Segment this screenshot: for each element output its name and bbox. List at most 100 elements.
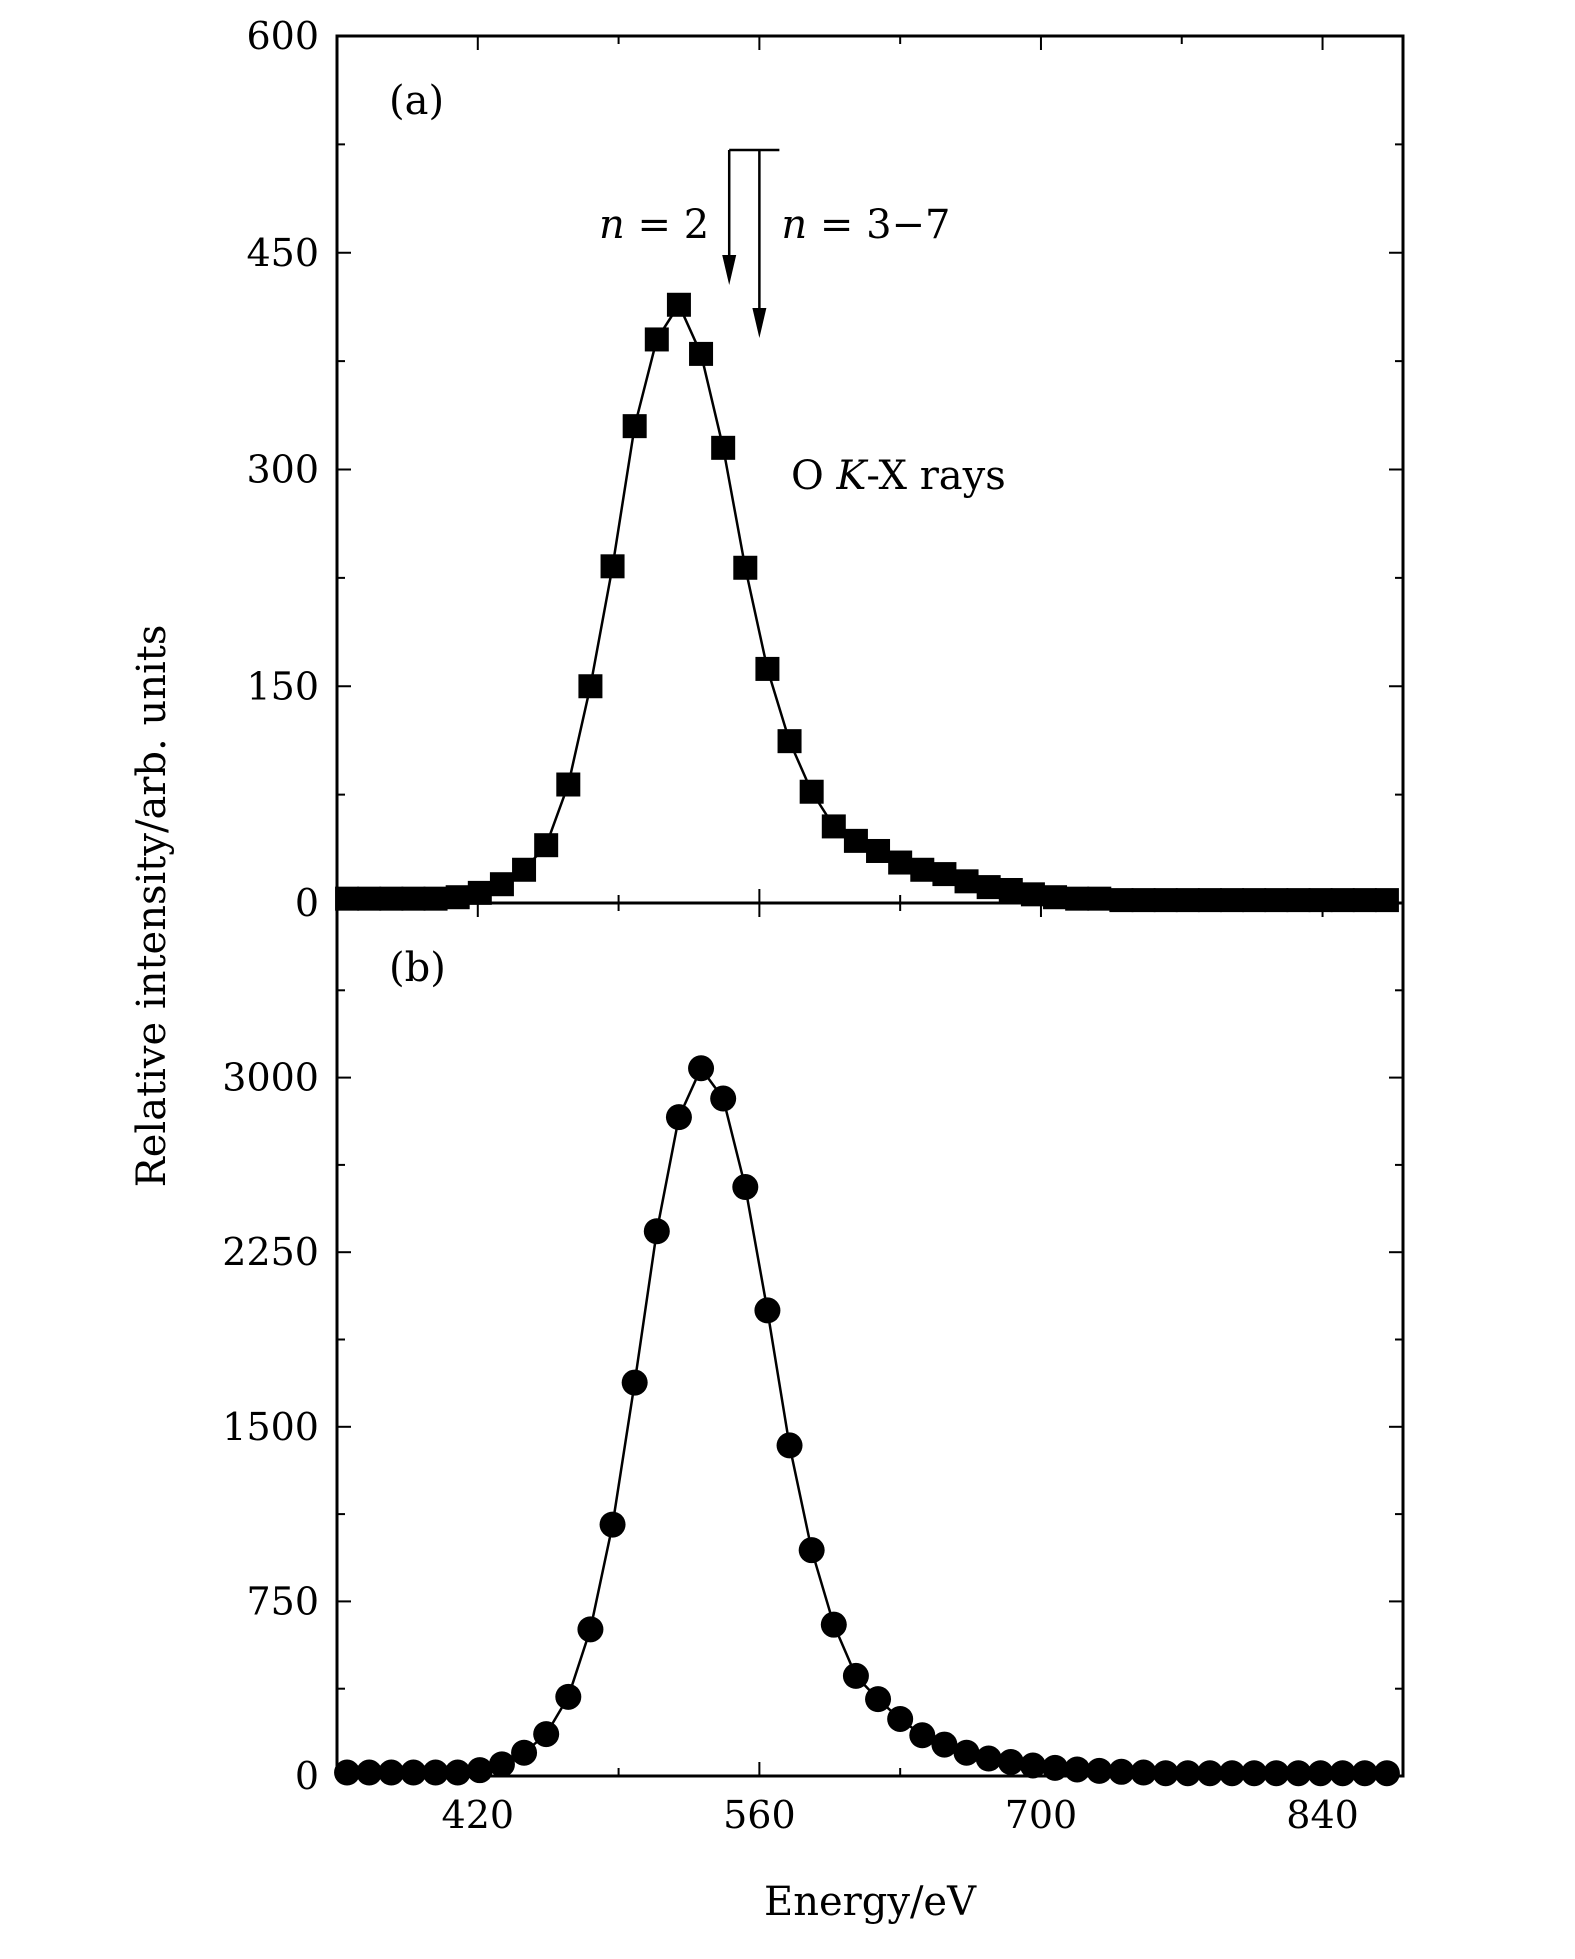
y-tick-label: 3000 <box>222 1056 319 1100</box>
panel-b-markers <box>334 1055 1400 1787</box>
panel-a-label: (a) <box>389 78 444 124</box>
data-point <box>1108 1758 1135 1785</box>
data-point <box>356 1759 383 1786</box>
data-point <box>1196 1760 1223 1787</box>
data-point <box>665 1104 692 1131</box>
data-point <box>865 1686 892 1713</box>
y-tick-label: 750 <box>246 1579 319 1623</box>
panel-b-label: (b) <box>389 945 446 991</box>
data-point <box>600 554 625 579</box>
data-point <box>1308 888 1333 913</box>
data-point <box>1373 1760 1400 1787</box>
data-point <box>776 1432 803 1459</box>
data-point <box>467 880 492 905</box>
data-point <box>1352 888 1377 913</box>
data-point <box>1109 888 1134 913</box>
y-tick-label: 150 <box>246 664 319 708</box>
data-point <box>866 838 891 863</box>
data-point <box>1330 888 1355 913</box>
data-point <box>555 1683 582 1710</box>
y-axis-title: Relative intensity/arb. units <box>129 625 175 1188</box>
data-point <box>1065 886 1090 911</box>
panel-a: 0 150 300 450 600 (a) O K-X rays n = 2 n = 3… <box>246 14 1405 925</box>
arrow-n2-head <box>722 255 737 285</box>
panel-b-ticks: 0 750 1500 2250 3000 420 560 700 840 <box>222 902 1403 1837</box>
data-point <box>534 833 559 858</box>
data-point <box>931 1731 958 1758</box>
data-point <box>379 886 404 911</box>
panel-a-markers <box>335 292 1399 913</box>
data-point <box>423 886 448 911</box>
data-point <box>1175 888 1200 913</box>
data-point <box>335 886 360 911</box>
data-point <box>488 1751 515 1778</box>
panel-b-frame <box>335 901 1405 1778</box>
data-point <box>755 656 780 681</box>
data-point <box>1131 888 1156 913</box>
x-axis-title: Energy/eV <box>764 1879 977 1925</box>
data-point <box>621 1369 648 1396</box>
data-point <box>1329 1760 1356 1787</box>
data-point <box>1220 888 1245 913</box>
data-point <box>843 828 868 853</box>
data-point <box>842 1662 869 1689</box>
arrow-label-n2: n = 2 <box>599 202 709 248</box>
x-tick-label: 700 <box>1005 1793 1078 1837</box>
x-tick-label: 560 <box>723 1793 796 1837</box>
panel-b: 0 750 1500 2250 3000 420 560 700 840 (b) <box>222 901 1405 1837</box>
panel-a-series-line <box>347 302 1387 902</box>
panel-a-ticks: 0 150 300 450 600 <box>246 14 1403 925</box>
data-point <box>777 729 802 754</box>
data-point <box>1086 1757 1113 1784</box>
data-point <box>489 872 514 897</box>
data-point <box>644 327 669 352</box>
data-point <box>577 1616 604 1643</box>
data-point <box>357 886 382 911</box>
data-point <box>444 1759 471 1786</box>
data-point <box>1263 1760 1290 1787</box>
data-point <box>711 435 736 460</box>
y-tick-label: 450 <box>246 231 319 275</box>
y-tick-label: 2250 <box>222 1230 319 1274</box>
data-point <box>445 885 470 910</box>
data-point <box>1286 888 1311 913</box>
data-point <box>954 869 979 894</box>
data-point <box>1307 1760 1334 1787</box>
data-point <box>1153 888 1178 913</box>
data-point <box>1285 1760 1312 1787</box>
data-point <box>689 341 714 366</box>
panel-a-arrows <box>722 148 780 338</box>
data-point <box>688 1055 715 1082</box>
data-point <box>910 857 935 882</box>
data-point <box>1152 1760 1179 1787</box>
data-point <box>888 850 913 875</box>
data-point <box>1064 1756 1091 1783</box>
data-point <box>976 875 1001 900</box>
data-point <box>953 1739 980 1766</box>
data-point <box>401 886 426 911</box>
data-point <box>599 1511 626 1538</box>
data-point <box>1019 1752 1046 1779</box>
data-point <box>1374 888 1399 913</box>
data-point <box>466 1757 493 1784</box>
data-point <box>1264 888 1289 913</box>
y-tick-label: 0 <box>295 1754 319 1798</box>
data-point <box>1087 886 1112 911</box>
data-point <box>1174 1760 1201 1787</box>
data-point <box>622 414 647 439</box>
data-point <box>511 1739 538 1766</box>
data-point <box>400 1759 427 1786</box>
x-tick-label: 420 <box>442 1793 515 1837</box>
data-point <box>733 555 758 580</box>
data-point <box>334 1759 361 1786</box>
data-point <box>1043 885 1068 910</box>
data-point <box>754 1297 781 1324</box>
data-point <box>732 1174 759 1201</box>
data-point <box>666 292 691 317</box>
data-point <box>1130 1759 1157 1786</box>
data-point <box>422 1759 449 1786</box>
data-point <box>932 862 957 887</box>
y-tick-label: 1500 <box>222 1405 319 1449</box>
data-point <box>556 772 581 797</box>
